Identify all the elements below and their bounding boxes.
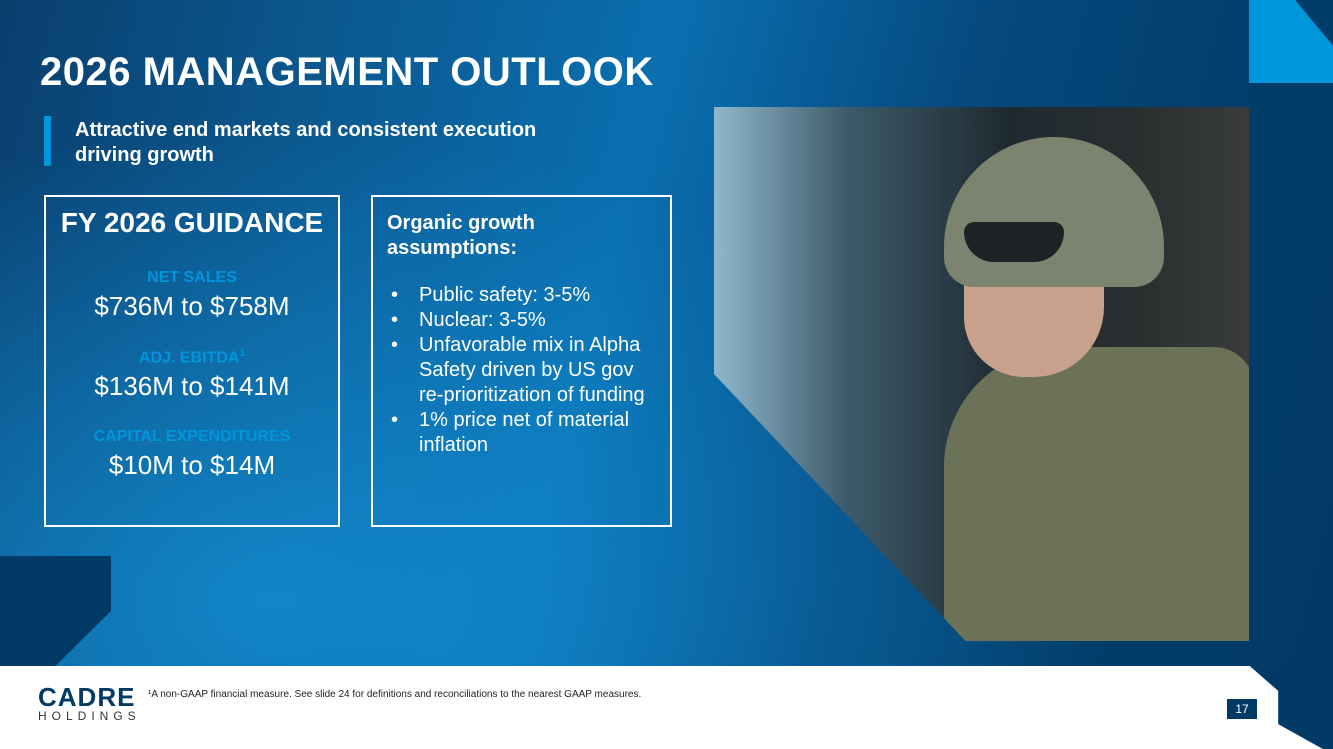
list-item: Nuclear: 3-5% — [387, 308, 656, 333]
photo-glasses — [964, 222, 1064, 262]
metric-value: $10M to $14M — [108, 450, 276, 481]
metric-label-text: CAPITAL EXPENDITURES — [93, 428, 291, 446]
assumptions-heading: Organic growth assumptions: — [387, 212, 535, 259]
metric-label: ADJ. EBITDA1 — [46, 348, 338, 367]
footnote-marker: 1 — [239, 348, 245, 359]
metric-value: $736M to $758M — [94, 291, 290, 321]
page-number: 17 — [1227, 699, 1257, 719]
assumptions-list: Public safety: 3-5% Nuclear: 3-5% Unfavo… — [387, 283, 656, 458]
page-title: 2026 MANAGEMENT OUTLOOK — [40, 50, 654, 94]
metric-label-text: NET SALES — [147, 269, 237, 286]
logo-subtext: HOLDINGS — [38, 709, 141, 723]
list-item: 1% price net of material inflation — [387, 408, 656, 458]
footnote: ¹A non-GAAP financial measure. See slide… — [148, 689, 642, 700]
metric-value: $136M to $141M — [94, 371, 290, 402]
metric-label-text: ADJ. EBITDA — [138, 349, 240, 367]
metric-label: CAPITAL EXPENDITURES — [46, 428, 338, 446]
list-item: Public safety: 3-5% — [387, 283, 656, 308]
list-item: Unfavorable mix in Alpha Safety driven b… — [387, 333, 656, 408]
metric-label: NET SALES — [46, 269, 338, 287]
guidance-box: FY 2026 GUIDANCE NET SALES $736M to $758… — [44, 195, 340, 527]
logo-wordmark: CADRE — [38, 682, 136, 712]
subtitle: Attractive end markets and consistent ex… — [75, 119, 537, 166]
accent-bar — [44, 116, 51, 166]
company-logo: CADRE HOLDINGS — [38, 682, 141, 723]
guidance-heading: FY 2026 GUIDANCE — [60, 207, 324, 238]
photo-helmet — [944, 137, 1164, 287]
photo-uniform — [944, 347, 1249, 641]
assumptions-box: Organic growth assumptions: Public safet… — [371, 195, 672, 527]
